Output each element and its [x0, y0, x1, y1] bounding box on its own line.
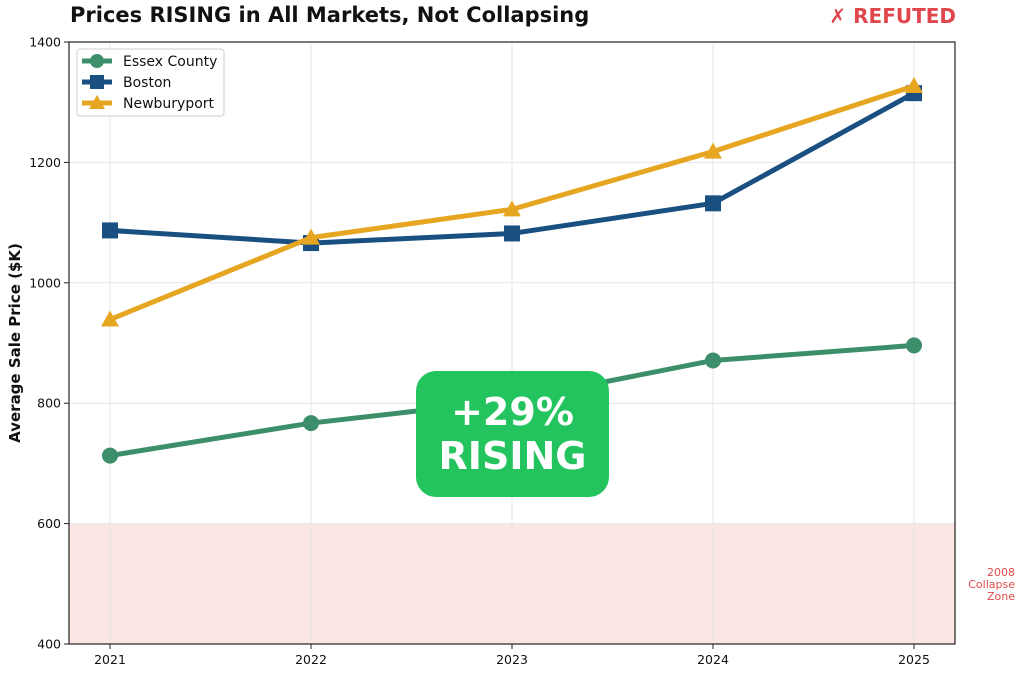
x-tick-label: 2024	[697, 652, 729, 667]
data-point-newburyport	[704, 142, 722, 159]
verdict-label: ✗ REFUTED	[829, 4, 956, 28]
data-point-boston	[705, 195, 721, 212]
data-point-newburyport	[905, 76, 923, 93]
data-point-essex-county	[102, 447, 118, 464]
y-tick-label: 1200	[29, 155, 61, 170]
legend-swatch-marker	[89, 95, 105, 109]
legend-label: Boston	[123, 75, 171, 91]
x-tick-label: 2021	[94, 652, 126, 667]
data-point-essex-county	[303, 415, 319, 432]
growth-percent: +29%	[451, 390, 574, 434]
collapse-zone-label: Collapse	[968, 578, 1015, 591]
chart-title: Prices RISING in All Markets, Not Collap…	[70, 3, 590, 27]
data-point-essex-county	[705, 352, 721, 369]
series-newburyport	[101, 76, 923, 327]
data-point-newburyport	[302, 228, 320, 245]
legend-swatch-marker	[90, 75, 104, 89]
data-point-newburyport	[503, 200, 521, 217]
x-tick-label: 2025	[898, 652, 930, 667]
legend-label: Essex County	[123, 54, 217, 70]
legend-swatch-marker	[90, 54, 104, 68]
data-point-boston	[102, 222, 118, 239]
data-point-newburyport	[101, 310, 119, 327]
y-tick-label: 400	[37, 637, 61, 652]
growth-label: RISING	[438, 434, 587, 478]
data-point-essex-county	[906, 337, 922, 354]
y-tick-label: 1000	[29, 275, 61, 290]
collapse-zone-label: Zone	[987, 590, 1015, 603]
y-tick-label: 1400	[29, 35, 61, 50]
plot-frame	[68, 41, 956, 645]
growth-annotation-badge: +29% RISING	[416, 371, 609, 497]
data-point-boston	[504, 225, 520, 242]
y-tick-label: 800	[37, 396, 61, 411]
legend-label: Newburyport	[123, 96, 215, 112]
collapse-zone-label: 2008	[987, 566, 1015, 579]
x-tick-label: 2022	[295, 652, 327, 667]
legend-box	[76, 48, 225, 117]
y-tick-label: 600	[37, 516, 61, 531]
x-tick-label: 2023	[496, 652, 528, 667]
y-axis-label: Average Sale Price ($K)	[6, 243, 24, 443]
legend: Essex County Boston Newburyport	[76, 48, 225, 117]
